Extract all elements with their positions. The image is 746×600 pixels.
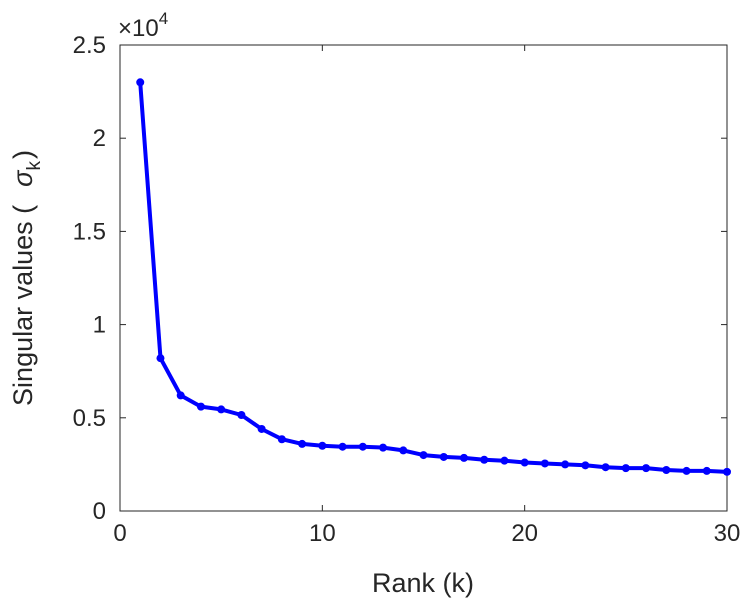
x-tick-label: 30 [714, 520, 741, 547]
y-axis-title-close: ) [8, 150, 38, 159]
data-point [156, 354, 165, 363]
data-point [419, 451, 428, 460]
y-tick-label: 2 [93, 125, 106, 152]
data-point [379, 443, 388, 452]
data-point [642, 464, 651, 473]
data-point [702, 466, 711, 475]
data-point [581, 461, 590, 470]
data-point [601, 463, 610, 472]
data-point [500, 456, 509, 465]
data-point [217, 405, 226, 414]
data-point [237, 411, 246, 420]
data-point [439, 452, 448, 461]
data-point [662, 465, 671, 474]
y-axis-title-subscript: k [24, 161, 45, 171]
y-tick-label: 0 [93, 498, 106, 525]
data-point [520, 458, 529, 467]
data-point [277, 435, 286, 444]
data-point [338, 442, 347, 451]
data-point [196, 402, 205, 411]
x-tick-label: 0 [113, 520, 126, 547]
data-point [136, 78, 145, 87]
y-axis-title-sigma: σ [8, 169, 38, 187]
x-tick-label: 20 [511, 520, 538, 547]
y-axis-ticks: 0 0.5 1 1.5 2 2.5 [73, 32, 727, 525]
data-point [723, 467, 731, 476]
data-point [561, 460, 570, 469]
data-point [682, 466, 691, 475]
x-axis-ticks: 0 10 20 30 [113, 45, 740, 547]
y-axis-title-text: Singular values ( [8, 205, 38, 406]
plot-area [119, 44, 728, 512]
data-point [480, 455, 489, 464]
y-multiplier: ×104 [118, 9, 168, 42]
data-point [540, 459, 549, 468]
data-point [621, 464, 630, 473]
y-axis-title: Singular values ( σk) [8, 150, 45, 406]
x-axis-title: Rank (k) [372, 568, 474, 598]
data-point [176, 391, 185, 400]
series-layer [136, 78, 731, 476]
y-tick-label: 1.5 [73, 218, 106, 245]
y-multiplier-base: ×10 [118, 15, 159, 42]
x-tick-label: 10 [309, 520, 336, 547]
y-tick-label: 0.5 [73, 405, 106, 432]
data-point [399, 446, 408, 455]
y-tick-label: 2.5 [73, 32, 106, 59]
data-point [257, 424, 266, 433]
y-multiplier-exponent: 4 [159, 9, 168, 28]
data-point [318, 441, 327, 450]
data-point [358, 442, 367, 451]
data-point [459, 453, 468, 462]
y-tick-label: 1 [93, 312, 106, 339]
data-point [298, 439, 307, 448]
